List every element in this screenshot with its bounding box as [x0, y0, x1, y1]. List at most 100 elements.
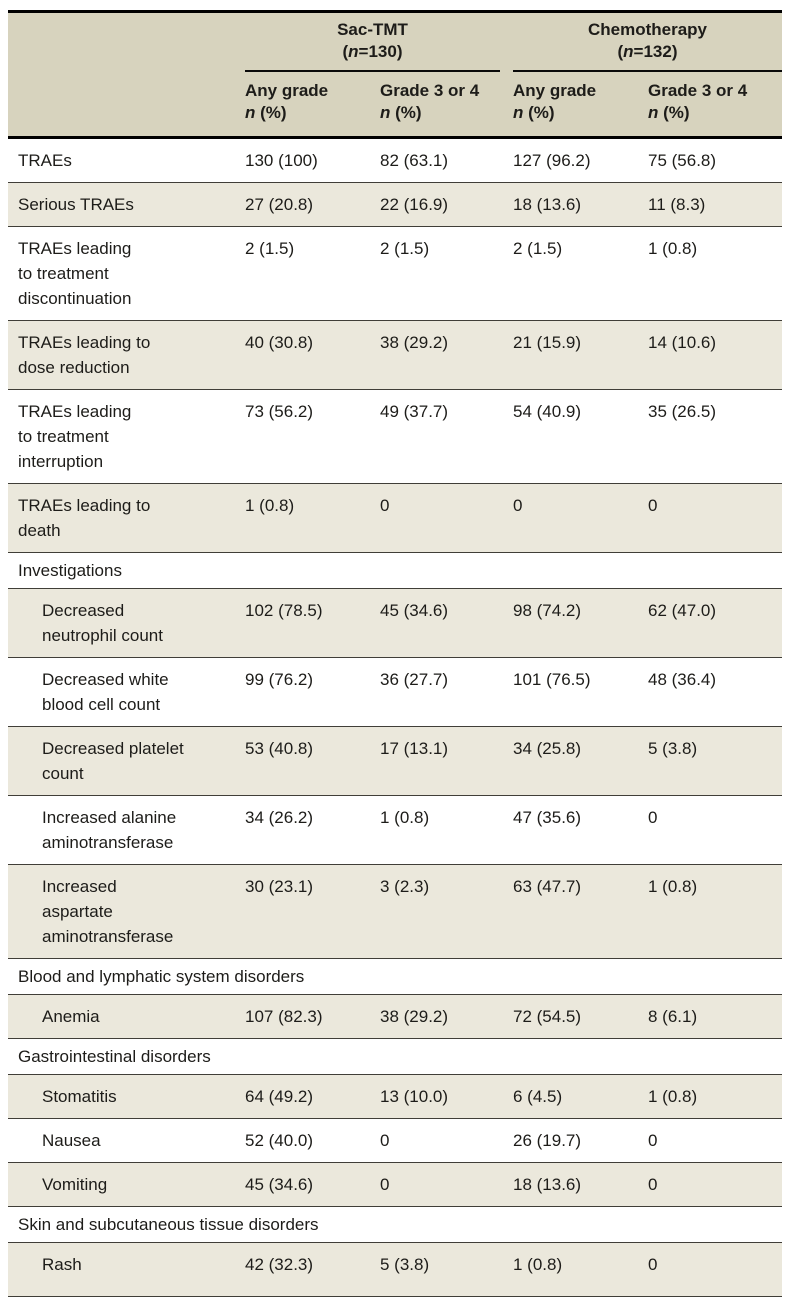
cell-value: 101 (76.5) [513, 657, 648, 727]
cell-value: 1 (0.8) [648, 226, 782, 321]
row-label: TRAEs leading to treatment interruption [8, 389, 245, 484]
italic-n: n [380, 103, 391, 122]
cell-value: 72 (54.5) [513, 994, 648, 1039]
cell-value: 73 (56.2) [245, 389, 380, 484]
subheader-sac-any-grade: Any grade n (%) [245, 72, 380, 139]
cell-value: 1 (0.8) [245, 483, 380, 553]
cell-value: 47 (35.6) [513, 795, 648, 865]
table-row: Serious TRAEs 27 (20.8) 22 (16.9) 18 (13… [8, 182, 782, 227]
cell-value: 18 (13.6) [513, 182, 648, 227]
table-row: TRAEs leading to death 1 (0.8) 0 0 0 [8, 483, 782, 553]
adverse-events-table: Sac-TMT (n=130) Chemotherapy (n=132) Any… [8, 10, 782, 1297]
cell-value: 0 [648, 1162, 782, 1207]
table-row: Investigations [8, 552, 782, 589]
subheader-grade-label: Any grade [245, 81, 329, 100]
cell-value: 62 (47.0) [648, 588, 782, 658]
cell-value: 48 (36.4) [648, 657, 782, 727]
cell-value: 35 (26.5) [648, 389, 782, 484]
cell-value: 5 (3.8) [648, 726, 782, 796]
cell-value: 75 (56.8) [648, 137, 782, 183]
row-label: TRAEs leading to death [8, 483, 245, 553]
cell-value: 54 (40.9) [513, 389, 648, 484]
cell-value: 17 (13.1) [380, 726, 513, 796]
group-name: Chemotherapy [587, 20, 708, 39]
table-row: Decreased platelet count 53 (40.8) 17 (1… [8, 726, 782, 796]
row-label: Blood and lymphatic system disorders [8, 958, 782, 995]
subheader-chemo-any-grade: Any grade n (%) [513, 72, 648, 139]
cell-value: 45 (34.6) [245, 1162, 380, 1207]
cell-value: 0 [380, 1162, 513, 1207]
cell-value: 27 (20.8) [245, 182, 380, 227]
cell-value: 40 (30.8) [245, 320, 380, 390]
cell-value: 8 (6.1) [648, 994, 782, 1039]
cell-value: 1 (0.8) [380, 795, 513, 865]
subheader-empty-cell [8, 72, 245, 139]
cell-value: 98 (74.2) [513, 588, 648, 658]
table-row: TRAEs 130 (100) 82 (63.1) 127 (96.2) 75 … [8, 137, 782, 183]
cell-value: 2 (1.5) [380, 226, 513, 321]
cell-value: 99 (76.2) [245, 657, 380, 727]
row-label: Increased aspartate aminotransferase [8, 864, 245, 959]
cell-value: 127 (96.2) [513, 137, 648, 183]
cell-value: 22 (16.9) [380, 182, 513, 227]
subheader-unit: (%) [523, 103, 555, 122]
table-row: TRAEs leading to treatment discontinuati… [8, 226, 782, 321]
cell-value: 53 (40.8) [245, 726, 380, 796]
group-header-sac-tmt: Sac-TMT (n=130) [245, 11, 513, 72]
table-row: Anemia 107 (82.3) 38 (29.2) 72 (54.5) 8 … [8, 994, 782, 1039]
cell-value: 82 (63.1) [380, 137, 513, 183]
table-row: Decreased white blood cell count 99 (76.… [8, 657, 782, 727]
row-label: TRAEs leading to treatment discontinuati… [8, 226, 245, 321]
table-row: TRAEs leading to dose reduction 40 (30.8… [8, 320, 782, 390]
subheader-unit: (%) [390, 103, 422, 122]
cell-value: 2 (1.5) [513, 226, 648, 321]
row-label: Increased alanine aminotransferase [8, 795, 245, 865]
group-n: (n=130) [342, 42, 403, 61]
cell-value: 13 (10.0) [380, 1074, 513, 1119]
table-row: TRAEs leading to treatment interruption … [8, 389, 782, 484]
italic-n: n [648, 103, 659, 122]
group-header-chemotherapy-inner: Chemotherapy (n=132) [513, 19, 782, 72]
table-header: Sac-TMT (n=130) Chemotherapy (n=132) Any… [8, 11, 782, 139]
cell-value: 0 [648, 483, 782, 553]
cell-value: 42 (32.3) [245, 1242, 380, 1297]
italic-n: n [623, 42, 634, 61]
row-label: TRAEs [8, 137, 245, 183]
table-row: Decreased neutrophil count 102 (78.5) 45… [8, 588, 782, 658]
subheader-grade-label: Grade 3 or 4 [648, 81, 748, 100]
table-body: TRAEs 130 (100) 82 (63.1) 127 (96.2) 75 … [8, 137, 782, 1297]
table-row: Stomatitis 64 (49.2) 13 (10.0) 6 (4.5) 1… [8, 1074, 782, 1119]
cell-value: 0 [648, 795, 782, 865]
cell-value: 30 (23.1) [245, 864, 380, 959]
cell-value: 63 (47.7) [513, 864, 648, 959]
group-header-row: Sac-TMT (n=130) Chemotherapy (n=132) [8, 11, 782, 72]
cell-value: 1 (0.8) [648, 864, 782, 959]
subheader-chemo-grade-3-4: Grade 3 or 4 n (%) [648, 72, 782, 139]
cell-value: 52 (40.0) [245, 1118, 380, 1163]
row-label: Skin and subcutaneous tissue disorders [8, 1206, 782, 1243]
table-row: Skin and subcutaneous tissue disorders [8, 1206, 782, 1243]
cell-value: 1 (0.8) [513, 1242, 648, 1297]
header-empty-cell [8, 11, 245, 72]
cell-value: 5 (3.8) [380, 1242, 513, 1297]
row-label: Investigations [8, 552, 782, 589]
cell-value: 0 [380, 483, 513, 553]
cell-value: 0 [380, 1118, 513, 1163]
subheader-unit: (%) [255, 103, 287, 122]
cell-value: 38 (29.2) [380, 994, 513, 1039]
table-row: Gastrointestinal disorders [8, 1038, 782, 1075]
cell-value: 3 (2.3) [380, 864, 513, 959]
subheader-grade-label: Any grade [513, 81, 597, 100]
row-label: Rash [8, 1242, 245, 1297]
cell-value: 34 (25.8) [513, 726, 648, 796]
cell-value: 6 (4.5) [513, 1074, 648, 1119]
table-row: Rash 42 (32.3) 5 (3.8) 1 (0.8) 0 [8, 1242, 782, 1297]
row-label: Gastrointestinal disorders [8, 1038, 782, 1075]
subheader-sac-grade-3-4: Grade 3 or 4 n (%) [380, 72, 513, 139]
group-header-chemotherapy: Chemotherapy (n=132) [513, 11, 782, 72]
row-label: Serious TRAEs [8, 182, 245, 227]
row-label: Decreased neutrophil count [8, 588, 245, 658]
row-label: Vomiting [8, 1162, 245, 1207]
table-row: Blood and lymphatic system disorders [8, 958, 782, 995]
